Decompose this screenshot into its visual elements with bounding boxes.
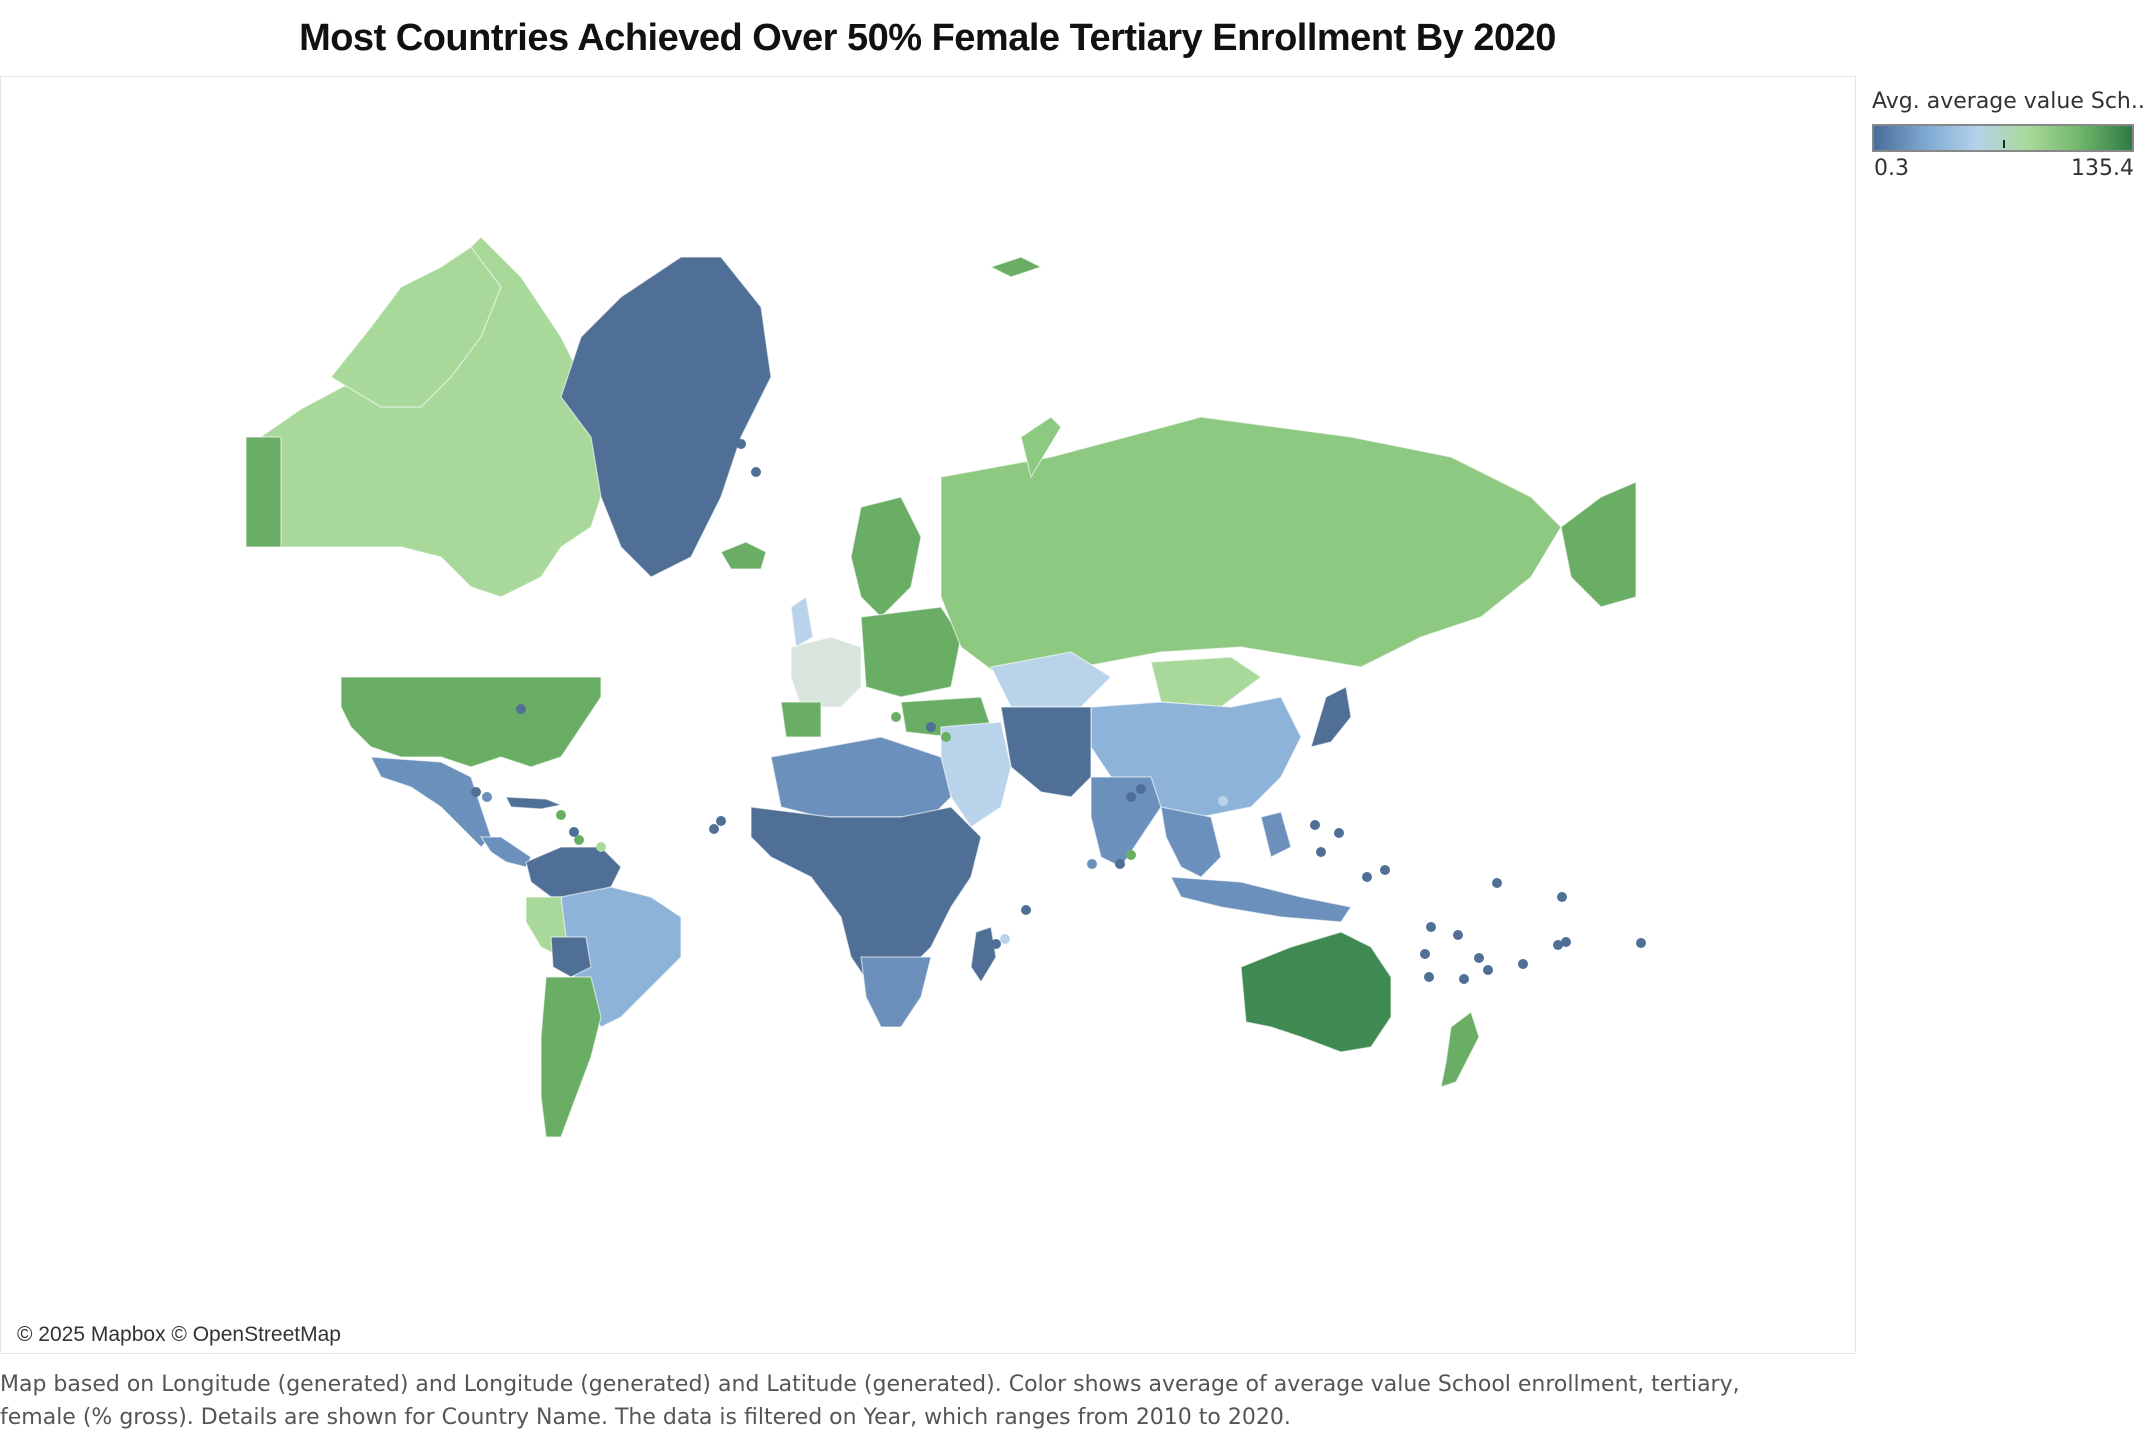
legend-labels: 0.3 135.4 <box>1872 156 2134 190</box>
territory-dot-35[interactable] <box>1000 934 1010 944</box>
region-indonesia[interactable] <box>1169 876 1352 923</box>
region-mexico[interactable] <box>369 756 492 848</box>
legend-midpoint-tick <box>2003 140 2005 148</box>
territory-dot-38[interactable] <box>1126 850 1136 860</box>
color-legend: Avg. average value Sch.. 0.3 135.4 <box>1872 82 2144 190</box>
territory-dot-17[interactable] <box>1316 847 1326 857</box>
region-central-america[interactable] <box>479 836 532 868</box>
region-eastern-europe[interactable] <box>860 606 962 698</box>
territory-dot-34[interactable] <box>991 939 1001 949</box>
territory-dot-21[interactable] <box>1453 930 1463 940</box>
territory-dot-13[interactable] <box>1136 784 1146 794</box>
region-new-zealand[interactable] <box>1440 1011 1480 1088</box>
territory-dot-5[interactable] <box>471 787 481 797</box>
territory-dot-2[interactable] <box>736 439 746 449</box>
region-bolivia[interactable] <box>550 936 592 978</box>
region-western-europe[interactable] <box>790 636 862 708</box>
territory-dot-4[interactable] <box>516 704 526 714</box>
region-caribbean[interactable] <box>505 796 564 810</box>
territory-dot-19[interactable] <box>1380 865 1390 875</box>
region-argentina[interactable] <box>540 976 602 1138</box>
territory-dot-32[interactable] <box>1636 938 1646 948</box>
territory-dot-23[interactable] <box>1483 965 1493 975</box>
region-arctic-islands[interactable] <box>989 256 1043 278</box>
territory-dot-40[interactable] <box>926 722 936 732</box>
region-scandinavia[interactable] <box>850 496 922 618</box>
territory-dot-31[interactable] <box>1561 937 1571 947</box>
territory-dot-15[interactable] <box>1310 820 1320 830</box>
territory-dot-18[interactable] <box>1362 872 1372 882</box>
legend-title: Avg. average value Sch.. <box>1872 89 2144 114</box>
region-spain[interactable] <box>780 701 822 738</box>
region-canada-islands[interactable] <box>330 246 502 408</box>
territory-dot-14[interactable] <box>1218 796 1228 806</box>
region-australia[interactable] <box>1240 931 1392 1053</box>
territory-dot-36[interactable] <box>1115 859 1125 869</box>
region-philippines[interactable] <box>1260 811 1292 858</box>
territory-dot-30[interactable] <box>1518 959 1528 969</box>
territory-dot-8[interactable] <box>569 827 579 837</box>
region-mongolia[interactable] <box>1150 656 1263 708</box>
territory-dot-22[interactable] <box>1474 953 1484 963</box>
region-south-central-asia[interactable] <box>1000 706 1092 798</box>
legend-color-ramp <box>1872 124 2134 152</box>
region-kazakhstan[interactable] <box>990 651 1112 708</box>
region-alaska-east[interactable] <box>1560 481 1637 608</box>
territory-dot-11[interactable] <box>716 816 726 826</box>
region-iceland[interactable] <box>720 541 767 570</box>
legend-max-label: 135.4 <box>2071 156 2134 181</box>
region-novaya-zemlya[interactable] <box>1020 416 1062 479</box>
territory-dot-3[interactable] <box>751 467 761 477</box>
territory-dot-33[interactable] <box>1021 905 1031 915</box>
region-usa[interactable] <box>340 676 602 768</box>
territory-dot-12[interactable] <box>709 824 719 834</box>
region-india[interactable] <box>1090 776 1162 868</box>
caption-line-2: female (% gross). Details are shown for … <box>0 1405 1291 1430</box>
region-madagascar[interactable] <box>970 926 997 984</box>
territory-dot-28[interactable] <box>1424 972 1434 982</box>
map-attribution[interactable]: © 2025 Mapbox © OpenStreetMap <box>9 1319 349 1351</box>
territory-dot-24[interactable] <box>1420 949 1430 959</box>
territory-dot-42[interactable] <box>891 712 901 722</box>
legend-min-label: 0.3 <box>1874 156 1909 181</box>
region-alaska-west[interactable] <box>245 436 282 548</box>
region-japan[interactable] <box>1310 686 1352 748</box>
caption-line-1: Map based on Longitude (generated) and L… <box>0 1372 1740 1397</box>
territory-dot-26[interactable] <box>1492 878 1502 888</box>
map-view[interactable]: © 2025 Mapbox © OpenStreetMap <box>0 76 1856 1354</box>
region-north-africa[interactable] <box>770 736 952 818</box>
territory-dot-7[interactable] <box>556 810 566 820</box>
territory-dot-37[interactable] <box>1087 859 1097 869</box>
region-uk[interactable] <box>790 595 814 648</box>
region-southern-africa[interactable] <box>860 956 932 1028</box>
territory-dot-27[interactable] <box>1557 892 1567 902</box>
world-map[interactable] <box>1 77 1856 1354</box>
territory-dot-1[interactable] <box>658 419 668 429</box>
territory-dot-20[interactable] <box>1426 922 1436 932</box>
territory-dot-39[interactable] <box>1126 792 1136 802</box>
region-southeast-asia[interactable] <box>1160 806 1222 878</box>
territory-dot-41[interactable] <box>941 732 951 742</box>
territory-dot-6[interactable] <box>482 792 492 802</box>
territory-dot-10[interactable] <box>596 842 606 852</box>
territory-dot-25[interactable] <box>1553 940 1563 950</box>
map-caption: Map based on Longitude (generated) and L… <box>0 1368 1800 1434</box>
territory-dot-16[interactable] <box>1334 828 1344 838</box>
region-greenland[interactable] <box>560 256 772 578</box>
territory-dot-29[interactable] <box>1459 974 1469 984</box>
chart-title: Most Countries Achieved Over 50% Female … <box>299 17 1556 59</box>
territory-dot-9[interactable] <box>574 835 584 845</box>
